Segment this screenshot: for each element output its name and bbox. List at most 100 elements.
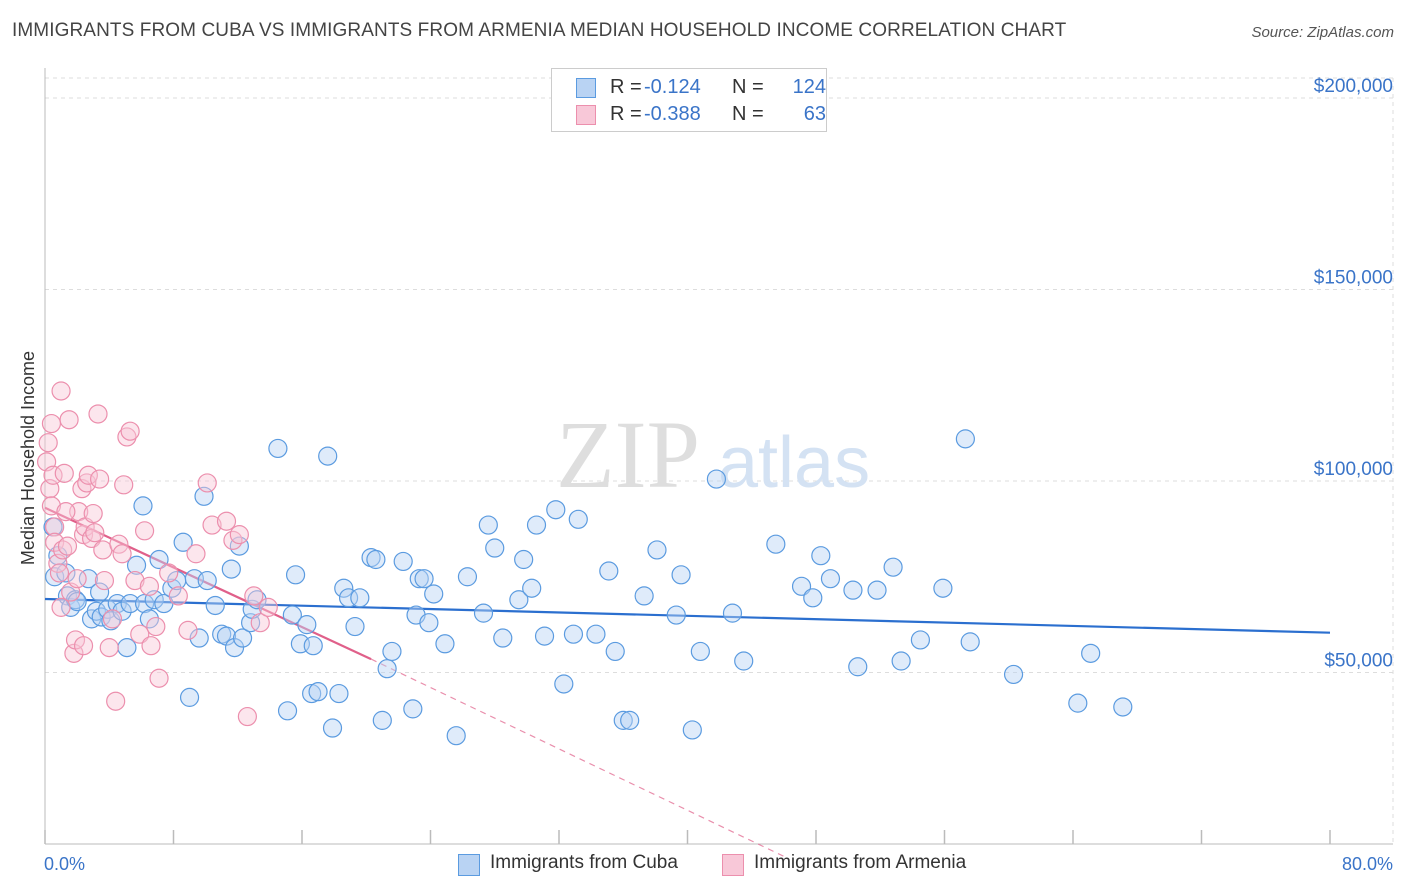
point-cuba [329,683,349,704]
point-armenia [114,475,134,495]
point-cuba [671,565,691,585]
legend-r-value: -0.388 [644,103,701,125]
point-armenia [38,433,58,453]
point-cuba [933,578,953,598]
x-tick-label: 0.0% [44,854,85,874]
point-armenia [120,421,140,441]
x-tick-label: 80.0% [1342,854,1393,874]
point-cuba [133,496,153,516]
legend-n-label: N = [732,76,764,98]
point-armenia [54,463,74,483]
point-cuba [1113,697,1133,717]
point-cuba [277,701,298,721]
trend-line-armenia-extension [370,658,785,857]
point-armenia [117,427,137,447]
point-armenia [57,536,78,556]
point-cuba [613,710,633,730]
point-cuba [820,569,841,589]
point-cuba [647,540,667,560]
point-armenia [51,597,71,617]
point-cuba [867,580,887,600]
point-cuba [197,570,217,591]
point-armenia [73,636,94,656]
point-armenia [112,544,132,564]
series-legend-swatch-armenia [722,854,744,876]
point-cuba [205,595,225,616]
legend-r-value: -0.124 [644,76,701,98]
points-armenia [37,381,278,727]
point-cuba [766,534,786,554]
point-armenia [106,691,126,711]
point-cuba [514,549,534,570]
point-cuba [98,599,118,619]
y-axis-label: Median Household Income [18,351,38,565]
stats-legend: R = -0.124 N = 124 R = -0.388 N = 63 [551,68,827,132]
point-armenia [45,532,65,552]
point-cuba [690,641,710,662]
point-cuba [682,720,702,740]
chart-title: IMMIGRANTS FROM CUBA VS IMMIGRANTS FROM … [12,20,1067,41]
point-cuba [90,582,110,602]
legend-swatch-cuba [576,78,596,98]
point-cuba [216,626,237,646]
point-cuba [546,500,566,520]
y-tick-label: $100,000 [1314,459,1393,480]
point-cuba [848,657,868,677]
point-armenia [85,523,105,543]
point-armenia [159,563,179,583]
point-armenia [186,544,206,564]
point-cuba [149,549,169,570]
point-cuba [112,601,132,621]
point-cuba [811,546,831,566]
point-armenia [99,638,119,658]
point-armenia [141,636,161,656]
point-armenia [94,570,115,591]
point-cuba [509,590,529,610]
source-attribution: Source: ZipAtlas.com [1251,24,1394,41]
watermark-atlas: atlas [718,423,870,503]
point-cuba [126,555,147,575]
data-points [37,381,1133,746]
point-armenia [88,404,108,424]
point-cuba [232,628,253,648]
point-cuba [372,710,392,730]
point-armenia [229,525,249,545]
point-cuba [634,586,654,606]
series-legend-label-armenia: Immigrants from Armenia [754,852,967,873]
point-cuba [891,651,911,671]
point-cuba [318,446,338,466]
point-cuba [139,609,160,629]
legend-r-label: R = [610,76,642,98]
point-cuba [221,559,241,579]
legend-n-value: 124 [792,76,826,98]
point-cuba [173,532,193,552]
point-cuba [1003,664,1024,685]
legend-n-label: N = [732,103,764,125]
legend-swatch-armenia [576,105,596,125]
point-cuba [308,682,328,702]
legend-n-value: 63 [803,103,826,125]
point-armenia [197,473,217,493]
trend-lines [44,506,1331,857]
point-armenia [250,613,270,633]
point-cuba [910,630,931,650]
point-cuba [568,509,588,529]
point-armenia [216,511,237,531]
y-tick-label: $150,000 [1314,268,1393,289]
point-cuba [722,603,743,623]
point-cuba [377,659,397,679]
point-cuba [419,613,439,633]
point-cuba [338,588,359,608]
point-cuba [955,429,975,449]
point-cuba [78,569,98,589]
trend-line-cuba [44,597,1331,634]
point-cuba [457,567,478,587]
point-armenia [90,469,110,489]
point-armenia [258,597,278,617]
point-cuba [303,636,323,656]
point-cuba [522,578,542,598]
point-cuba [350,588,370,608]
point-cuba [1068,693,1088,713]
point-armenia [41,413,62,434]
